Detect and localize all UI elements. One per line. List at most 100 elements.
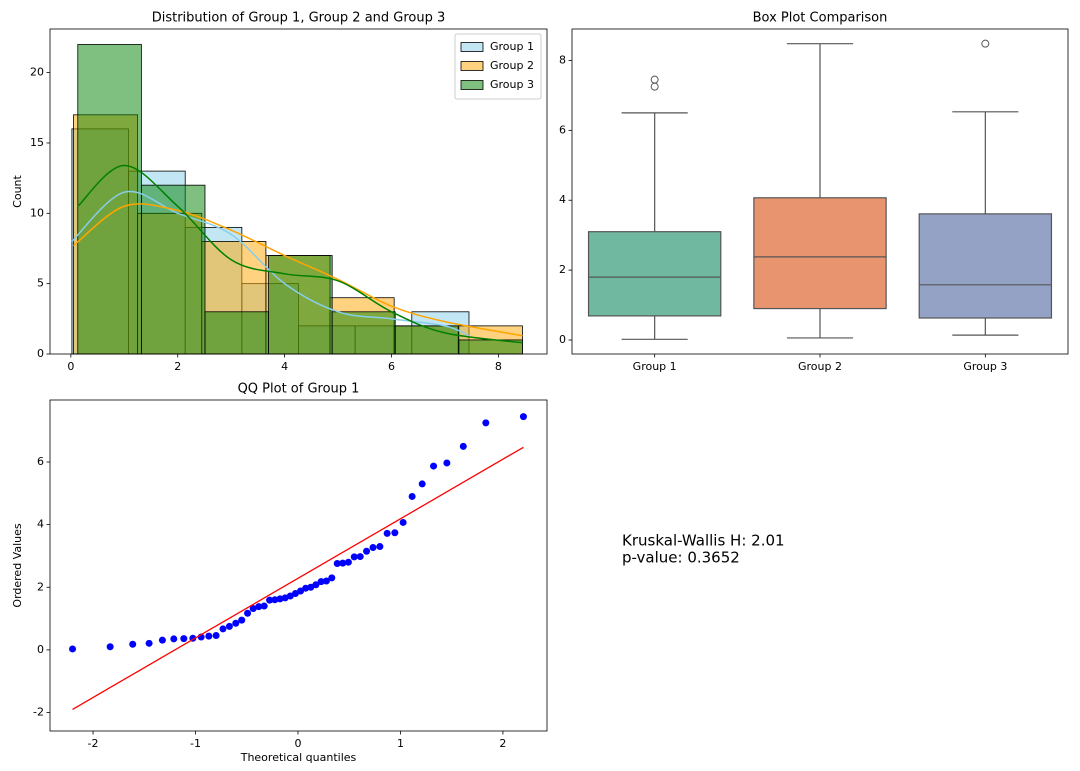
y-tick-label: 8 [559, 53, 566, 66]
point [238, 616, 246, 624]
point [376, 543, 384, 551]
kde-line [73, 203, 523, 337]
x-tick-label: 6 [388, 360, 395, 373]
stat-text: Kruskal-Wallis H: 2.01 [622, 532, 785, 550]
kde-line [71, 190, 470, 337]
chart-title: Distribution of Group 1, Group 2 and Gro… [152, 11, 446, 26]
point [344, 558, 352, 566]
x-tick-label: 4 [281, 360, 288, 373]
y-axis-label: Ordered Values [11, 523, 24, 607]
point [158, 636, 166, 644]
point [391, 529, 399, 537]
hist-bar [140, 184, 206, 355]
box [753, 197, 887, 310]
point [443, 459, 451, 467]
x-tick-label: 2 [174, 360, 181, 373]
point [482, 419, 490, 427]
hist-bar [394, 325, 460, 355]
point [180, 635, 188, 643]
x-axis-label: Theoretical quantiles [240, 751, 357, 764]
flier [650, 75, 659, 84]
point [266, 596, 274, 604]
y-tick-label: 2 [559, 263, 566, 276]
axes-frame [49, 28, 548, 355]
y-tick-label: 4 [559, 193, 566, 206]
x-tick-label: 8 [495, 360, 502, 373]
point [350, 553, 358, 561]
y-tick-label: -2 [33, 706, 44, 719]
axes-frame [571, 28, 1069, 355]
legend-label: Group 3 [490, 78, 534, 91]
x-tick-label: 1 [397, 737, 404, 750]
point [170, 635, 178, 643]
point [317, 578, 325, 586]
point [408, 492, 416, 500]
axes-frame [49, 399, 548, 732]
flier [981, 39, 990, 48]
legend-swatch [460, 61, 484, 71]
stat-text: p-value: 0.3652 [622, 549, 740, 567]
hist-bar [268, 255, 333, 355]
point [145, 639, 153, 647]
y-tick-label: 0 [37, 347, 44, 360]
x-tick-label: 0 [294, 737, 301, 750]
y-tick-label: 0 [37, 643, 44, 656]
legend-label: Group 2 [490, 59, 534, 72]
box [918, 213, 1053, 319]
point [399, 518, 407, 526]
point [244, 609, 252, 617]
y-tick-label: 6 [559, 123, 566, 136]
point [106, 643, 114, 651]
legend-label: Group 1 [490, 40, 534, 53]
y-axis-label: Count [11, 174, 24, 207]
x-tick-label: -2 [88, 737, 99, 750]
point [383, 529, 391, 537]
point [212, 631, 220, 639]
flier [650, 82, 659, 91]
point [297, 587, 305, 595]
point [519, 413, 527, 421]
point [219, 625, 227, 633]
x-tick-label: 2 [499, 737, 506, 750]
point [249, 605, 257, 613]
y-tick-label: 2 [37, 580, 44, 593]
point [271, 596, 279, 604]
point [459, 442, 467, 450]
x-tick-label: Group 2 [798, 360, 842, 373]
point [255, 603, 263, 611]
legend-swatch [460, 80, 484, 90]
y-tick-label: 6 [37, 455, 44, 468]
chart-title: QQ Plot of Group 1 [238, 382, 360, 397]
fit-line [72, 446, 524, 710]
y-tick-label: 20 [30, 66, 44, 79]
point [363, 547, 371, 555]
x-tick-label: Group 1 [633, 360, 677, 373]
x-tick-label: 0 [67, 360, 74, 373]
point [312, 581, 320, 589]
point [232, 619, 240, 627]
y-tick-label: 15 [30, 136, 44, 149]
point [225, 622, 233, 630]
y-tick-label: 4 [37, 518, 44, 531]
hist-bar [77, 44, 142, 355]
y-tick-label: 0 [559, 333, 566, 346]
point [339, 559, 347, 567]
kde-line [77, 164, 523, 344]
point [260, 602, 268, 610]
box [587, 231, 722, 317]
y-tick-label: 5 [37, 277, 44, 290]
legend-swatch [460, 42, 484, 52]
point [328, 574, 336, 582]
point [418, 480, 426, 488]
y-tick-label: 10 [30, 206, 44, 219]
point [69, 645, 77, 653]
point [369, 543, 377, 551]
point [356, 553, 364, 561]
point [205, 632, 213, 640]
point [333, 559, 341, 567]
hist-bar [204, 311, 269, 355]
point [129, 640, 137, 648]
point [322, 577, 330, 585]
point [430, 462, 438, 470]
